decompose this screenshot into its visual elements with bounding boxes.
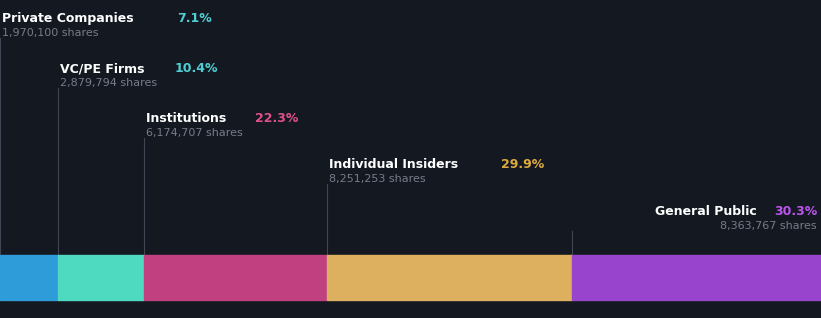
Text: 8,363,767 shares: 8,363,767 shares [720,221,817,231]
Text: Institutions: Institutions [145,112,231,125]
Text: 30.3%: 30.3% [773,205,817,218]
Text: VC/PE Firms: VC/PE Firms [60,62,149,75]
Text: 8,251,253 shares: 8,251,253 shares [328,174,425,184]
Text: Private Companies: Private Companies [2,12,138,25]
Text: Individual Insiders: Individual Insiders [328,158,462,171]
Text: 10.4%: 10.4% [175,62,218,75]
Text: 7.1%: 7.1% [177,12,213,25]
Text: 6,174,707 shares: 6,174,707 shares [145,128,242,138]
Text: 1,970,100 shares: 1,970,100 shares [2,28,99,38]
Bar [0,255,58,300]
Text: 29.9%: 29.9% [501,158,544,171]
Bar [58,255,144,300]
Bar [144,255,327,300]
Bar [327,255,572,300]
Text: 22.3%: 22.3% [255,112,298,125]
Text: 2,879,794 shares: 2,879,794 shares [60,78,158,88]
Bar [572,255,821,300]
Text: General Public: General Public [655,205,761,218]
